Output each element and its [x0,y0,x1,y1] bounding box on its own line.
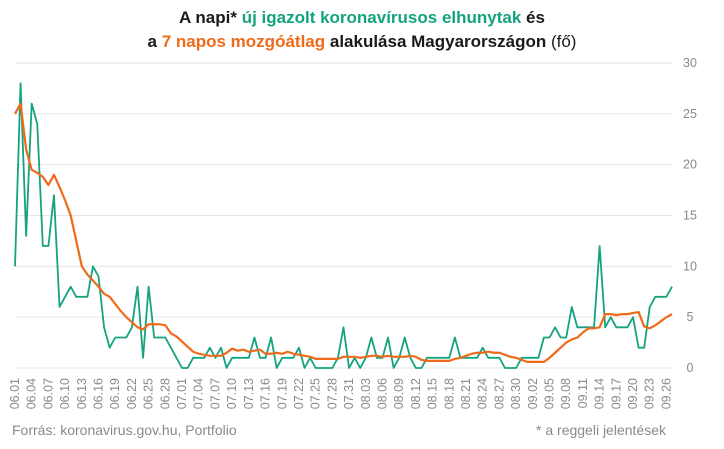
x-tick-label: 06.16 [92,378,106,409]
x-tick-label: 08.21 [459,378,473,409]
x-tick-label: 07.07 [208,378,222,409]
y-tick-label: 0 [687,361,694,375]
title-unit: (fő) [546,32,577,51]
x-tick-label: 06.22 [125,378,139,409]
grid-lines [15,62,672,369]
x-tick-label: 09.20 [626,378,640,409]
title-part: alakulása Magyarországon [325,32,547,51]
x-tick-label: 07.04 [192,378,206,409]
x-tick-label: 07.16 [259,378,273,409]
x-tick-label: 07.31 [342,378,356,409]
x-tick-label: 08.15 [426,378,440,409]
x-tick-label: 07.28 [325,378,339,409]
x-tick-label: 06.10 [58,378,72,409]
x-tick-label: 08.12 [409,378,423,409]
x-tick-label: 06.28 [158,378,172,409]
source-note: Forrás: koronavirus.gov.hu, Portfolio [12,422,237,438]
x-tick-label: 09.23 [643,378,657,409]
x-tick-label: 06.19 [108,378,122,409]
x-tick-label: 08.27 [492,378,506,409]
y-tick-label: 25 [683,107,697,121]
x-tick-label: 07.10 [225,378,239,409]
y-tick-label: 20 [683,158,697,172]
x-tick-label: 07.01 [175,378,189,409]
title-part: a [147,32,162,51]
title-line-2: a 7 napos mozgóátlag alakulása Magyarors… [0,30,724,54]
series-group [14,82,673,369]
y-tick-label: 15 [683,209,697,223]
title-moving-average-label: 7 napos mozgóátlag [161,32,326,51]
x-tick-label: 07.13 [242,378,256,409]
x-tick-label: 08.06 [375,378,389,409]
x-tick-label: 06.13 [75,378,89,409]
x-tick-label: 06.04 [25,378,39,409]
x-tick-label: 08.30 [509,378,523,409]
x-tick-label: 07.19 [275,378,289,409]
x-tick-label: 09.14 [593,378,607,409]
x-tick-label: 09.05 [543,378,557,409]
x-tick-label: 09.26 [659,378,673,409]
y-axis: 0 5 10 15 20 25 30 [683,56,697,375]
chart-title: A napi* új igazolt koronavírusos elhunyt… [0,6,724,54]
daily-deaths-line [14,82,673,369]
y-tick-label: 5 [687,310,694,324]
moving-average-line [14,102,673,363]
x-tick-label: 08.03 [359,378,373,409]
x-axis: 06.01 06.04 06.07 06.10 06.13 06.16 06.19 06.22… [8,378,673,409]
title-line-1: A napi* új igazolt koronavírusos elhunyt… [0,6,724,30]
y-tick-label: 10 [683,259,697,273]
x-tick-label: 07.25 [309,378,323,409]
x-tick-label: 09.11 [576,378,590,408]
title-daily-deaths-label: új igazolt koronavírusos elhunytak [241,8,522,27]
footnote: * a reggeli jelentések [536,422,666,438]
x-tick-label: 09.08 [559,378,573,409]
x-tick-label: 06.01 [8,378,22,409]
x-tick-label: 08.24 [476,378,490,409]
x-tick-label: 08.09 [392,378,406,409]
x-tick-label: 09.02 [526,378,540,409]
x-tick-label: 09.17 [609,378,623,409]
x-tick-label: 07.22 [292,378,306,409]
x-tick-label: 08.18 [442,378,456,409]
x-tick-label: 06.07 [41,378,55,409]
title-part: és [521,8,545,27]
title-part: A napi* [179,8,242,27]
x-tick-label: 06.25 [142,378,156,409]
y-tick-label: 30 [683,56,697,70]
